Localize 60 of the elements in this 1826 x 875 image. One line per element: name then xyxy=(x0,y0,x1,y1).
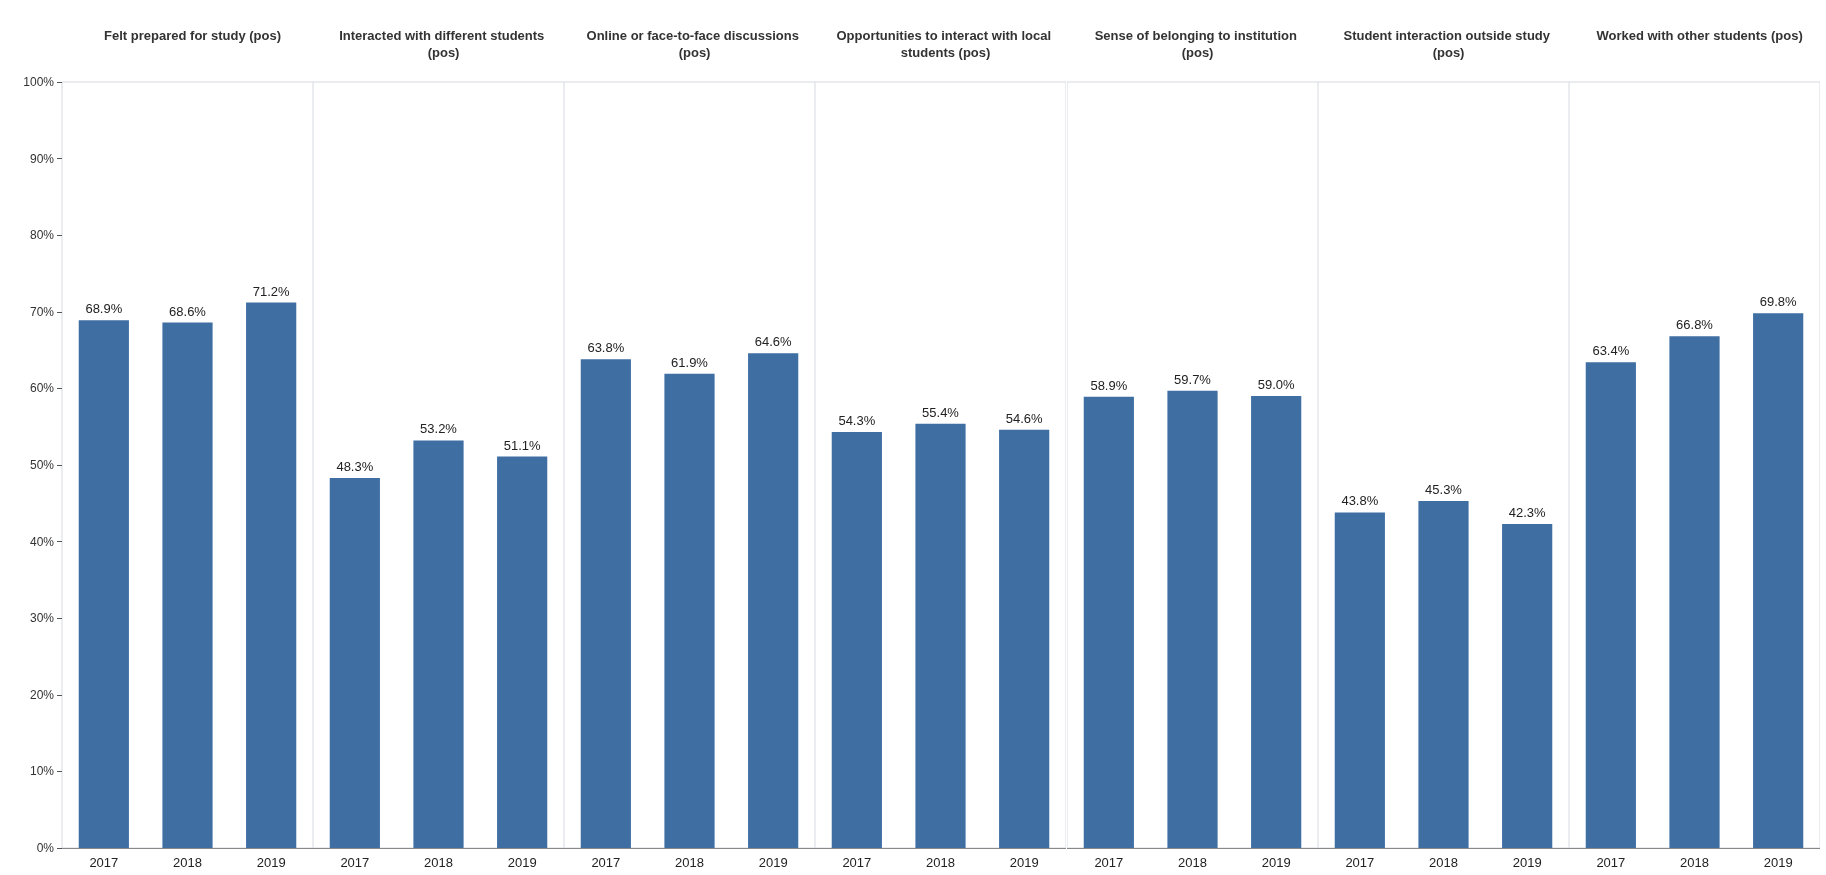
data-label: 51.1% xyxy=(503,437,542,453)
x-tick-label: 2017 xyxy=(591,855,621,870)
data-label: 58.9% xyxy=(1089,377,1128,393)
x-tick-label: 2018 xyxy=(1428,855,1458,870)
x-tick-label: 2018 xyxy=(424,855,454,870)
data-label: 55.4% xyxy=(922,404,960,420)
data-label: 64.6% xyxy=(755,334,793,350)
x-tick-label: 2019 xyxy=(507,855,537,870)
data-label: 68.9% xyxy=(85,301,123,317)
data-label: 43.8% xyxy=(1341,493,1379,509)
x-tick-label: 2018 xyxy=(1177,855,1207,870)
data-label: 69.8% xyxy=(1759,294,1797,310)
y-tick-label: 10% xyxy=(29,764,55,779)
data-label: 42.3% xyxy=(1508,504,1546,520)
data-label: 54.6% xyxy=(1006,410,1044,426)
x-tick-label: 2019 xyxy=(758,855,788,870)
data-label: 63.8% xyxy=(587,340,625,356)
y-tick-label: 100% xyxy=(23,75,55,89)
chart-title: Sense of belonging to institution (pos) xyxy=(1094,28,1301,60)
data-label: 59.0% xyxy=(1257,377,1295,393)
x-tick-label: 2017 xyxy=(1093,855,1123,870)
y-tick-label: 60% xyxy=(29,381,55,396)
data-label: 45.3% xyxy=(1424,482,1463,497)
y-tick-label: 40% xyxy=(29,534,55,549)
data-label: 54.3% xyxy=(838,413,877,429)
x-tick-label: 2019 xyxy=(256,855,286,870)
chart-title: Student interaction outside study (pos) xyxy=(1343,28,1554,60)
data-label: 68.6% xyxy=(169,303,207,319)
x-tick-label: 2018 xyxy=(1679,855,1709,870)
data-label: 48.3% xyxy=(336,459,374,475)
y-tick-label: 70% xyxy=(29,304,55,319)
data-label: 61.9% xyxy=(671,354,709,370)
x-tick-label: 2018 xyxy=(926,855,956,870)
y-tick-label: 90% xyxy=(29,151,55,166)
x-tick-label: 2017 xyxy=(842,855,872,870)
x-tick-label: 2019 xyxy=(1763,855,1793,870)
data-label: 53.2% xyxy=(420,421,458,437)
x-tick-label: 2019 xyxy=(1010,855,1040,870)
y-tick-label: 30% xyxy=(29,611,55,626)
data-label: 71.2% xyxy=(252,283,291,299)
chart-title: Opportunities to interact with local students (pos) xyxy=(836,28,1056,60)
chart-title: Worked with other students (pos) xyxy=(1596,28,1803,43)
data-label: 59.7% xyxy=(1173,371,1211,387)
y-tick-label: 20% xyxy=(29,687,55,702)
data-label: 66.8% xyxy=(1675,317,1714,333)
x-tick-label: 2018 xyxy=(173,855,202,870)
chart-title: Online or face-to-face discussions (pos) xyxy=(586,28,803,60)
y-tick-label: 50% xyxy=(29,458,55,472)
chart-title: Interacted with different students (pos) xyxy=(339,28,549,60)
y-tick-label: 0% xyxy=(36,841,55,855)
x-tick-label: 2019 xyxy=(1261,855,1291,870)
data-label: 63.4% xyxy=(1592,343,1630,359)
x-tick-label: 2017 xyxy=(89,855,119,870)
x-tick-label: 2019 xyxy=(1512,855,1542,870)
y-tick-label: 80% xyxy=(29,228,55,243)
x-tick-label: 2017 xyxy=(1596,855,1626,870)
x-tick-label: 2018 xyxy=(675,855,705,870)
x-tick-label: 2017 xyxy=(340,855,370,870)
x-tick-label: 2017 xyxy=(1345,855,1374,870)
chart-title: Felt prepared for study (pos) xyxy=(104,28,282,43)
